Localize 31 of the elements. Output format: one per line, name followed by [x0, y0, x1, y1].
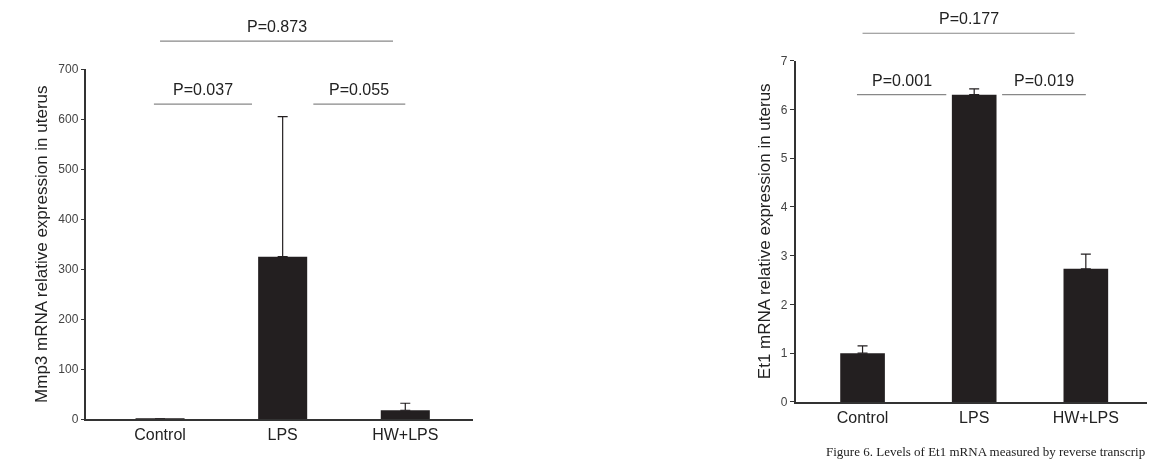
y-tick-label: 5 [780, 151, 788, 166]
annotation: P=0.055 [329, 81, 390, 98]
y-tick-label: 0 [780, 395, 788, 410]
text: P=0.873 [247, 18, 308, 35]
y-tick-label: 4 [780, 200, 788, 215]
annotation: P=0.019 [1014, 72, 1075, 89]
x-tick-label: HW+LPS [372, 426, 439, 444]
x-tick-label: Control [134, 426, 186, 444]
x-tick-label: Control [836, 408, 889, 426]
text: P=0.177 [939, 10, 1000, 27]
y-tick-label: 1 [780, 346, 788, 361]
x-tick-label: LPS [959, 408, 990, 426]
y-axis-title: Mmp3 mRNA relative expression in uterus [32, 85, 52, 403]
y-tick-label: 700 [58, 62, 79, 77]
x-tick-label: HW+LPS [1052, 408, 1119, 426]
y-tick-label: 600 [58, 112, 79, 127]
y-tick-label: 200 [58, 312, 79, 327]
caption: Figure 6. Levels of Et1 mRNA measured by reverse transcrip [826, 444, 1146, 459]
y-tick-label: 3 [780, 248, 788, 263]
y-tick-label: 6 [780, 102, 788, 117]
y-tick-label: 2 [780, 297, 788, 312]
y-tick-label: 400 [58, 212, 79, 227]
y-tick-label: 7 [780, 53, 788, 68]
annotation: P=0.037 [173, 81, 234, 98]
y-tick-label: 300 [58, 262, 79, 277]
annotation: P=0.001 [872, 72, 933, 89]
y-tick-label: 0 [71, 412, 79, 427]
y-tick-label: 500 [58, 162, 79, 177]
x-tick-label: LPS [267, 426, 298, 444]
y-axis-title: Et1 mRNA relative expression in uterus [754, 83, 774, 380]
y-tick-label: 100 [58, 362, 79, 377]
